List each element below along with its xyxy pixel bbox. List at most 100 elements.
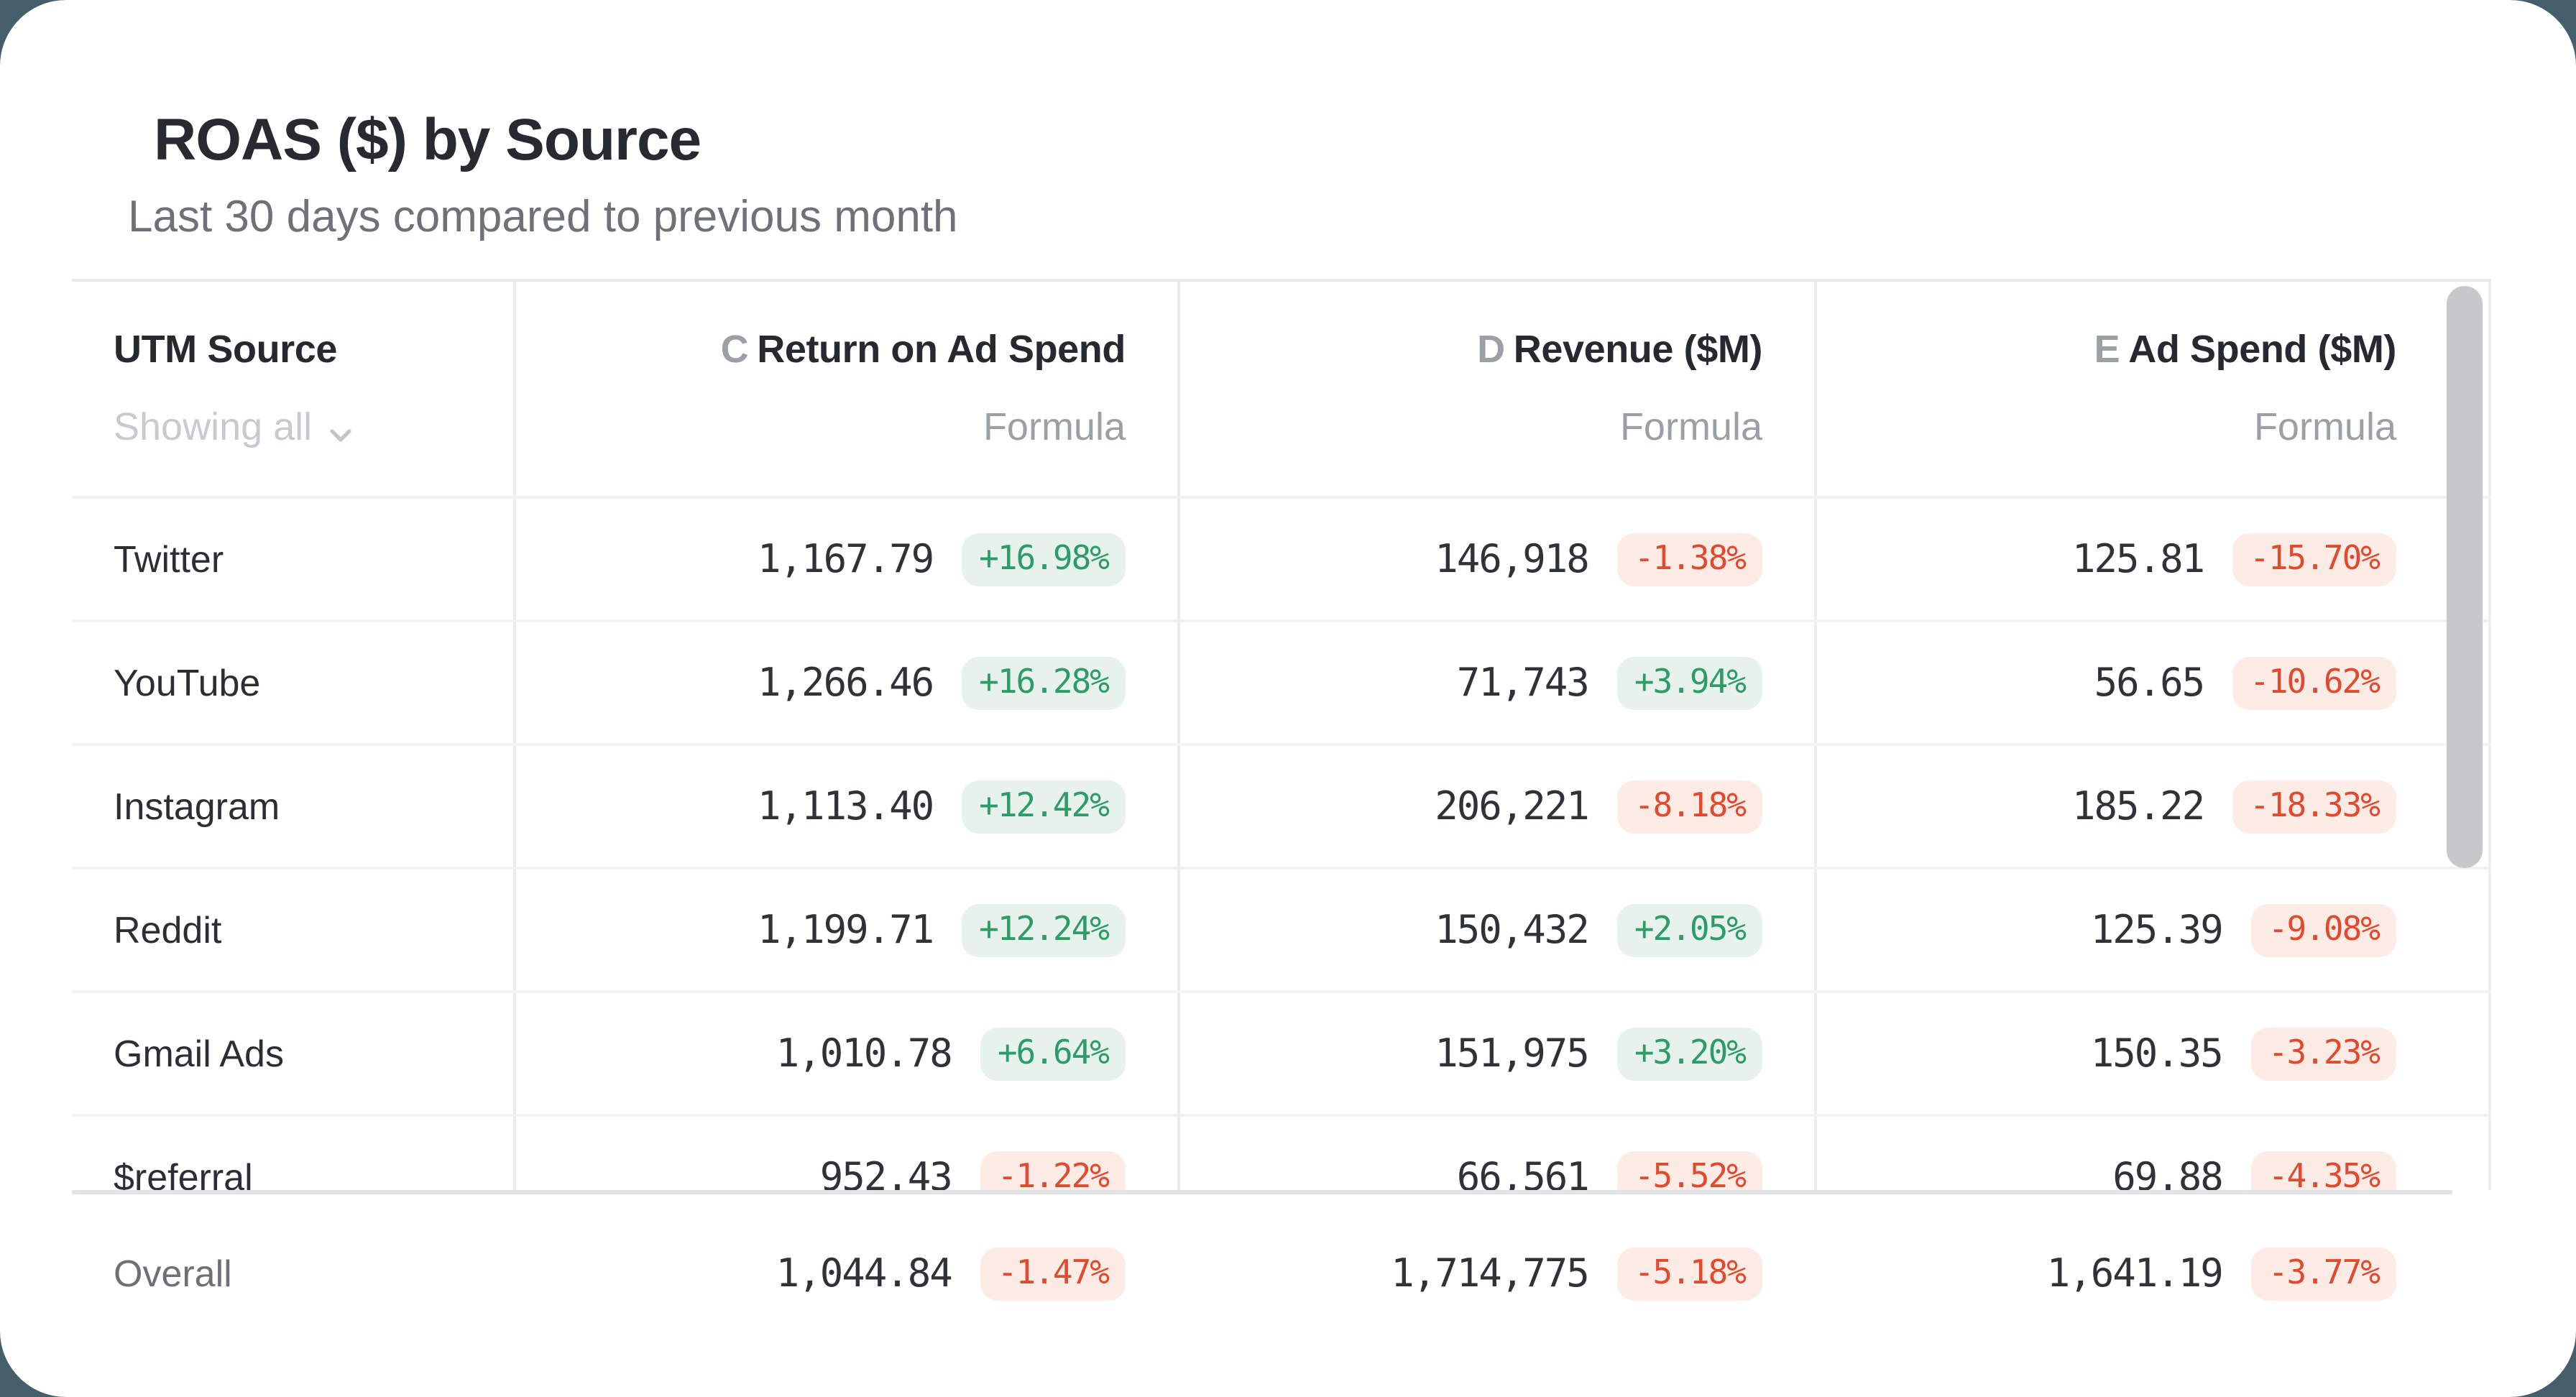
table-header-row: UTM Source Showing all C Return on Ad Spe…	[72, 282, 2491, 499]
metric-cell: 66,561 -5.52%	[1177, 1151, 1814, 1190]
delta-badge-down: -9.08%	[2250, 903, 2396, 956]
metric-column-title: E Ad Spend ($M)	[2094, 326, 2397, 374]
delta-badge-down: -10.62%	[2232, 656, 2396, 709]
metric-value: 71,743	[1456, 660, 1590, 705]
metric-value: 151,975	[1435, 1031, 1590, 1076]
column-formula-label: Formula	[2253, 405, 2396, 448]
metric-value: 1,010.78	[776, 1031, 953, 1076]
delta-badge-down: -5.52%	[1616, 1151, 1762, 1190]
footer-separator	[72, 1190, 2452, 1194]
delta-badge-up: +2.05%	[1616, 903, 1762, 956]
metric-value: 1,641.19	[2046, 1251, 2224, 1296]
delta-badge-down: -15.70%	[2232, 532, 2396, 586]
delta-badge-down: -5.18%	[1616, 1247, 1762, 1300]
column-name: Ad Spend ($M)	[2128, 328, 2396, 371]
metric-value: 69.88	[2112, 1155, 2224, 1190]
metric-value: 66,561	[1456, 1155, 1590, 1190]
header-metric-column: E Ad Spend ($M) Formula	[1814, 282, 2491, 496]
column-divider	[1177, 282, 1180, 1190]
row-source-label: Reddit	[114, 908, 222, 951]
metric-cell: 56.65 -10.62%	[1814, 656, 2491, 709]
table-row: Reddit 1,199.71 +12.24% 150,432 +2.05% 125.39…	[72, 870, 2491, 993]
metric-cell: 69.88 -4.35%	[1814, 1151, 2491, 1190]
metric-value: 1,113.40	[758, 784, 934, 829]
metric-cell: 206,221 -8.18%	[1177, 780, 1814, 833]
table-row: Twitter 1,167.79 +16.98% 146,918 -1.38% 125.8…	[72, 499, 2491, 622]
metric-cell: 1,714,775 -5.18%	[1177, 1247, 1814, 1300]
table-footer: Overall 1,044.84 -1.47% 1,714,775 -5.18% 1,64…	[72, 1190, 2491, 1397]
column-divider	[1814, 282, 1817, 1190]
metric-cell: 146,918 -1.38%	[1177, 532, 1814, 586]
vertical-scrollbar-thumb[interactable]	[2447, 286, 2483, 868]
delta-badge-up: +3.94%	[1616, 656, 1762, 709]
row-source-label: $referral	[114, 1155, 253, 1190]
header-utm-source: UTM Source Showing all	[72, 282, 513, 496]
source-filter-dropdown[interactable]: Showing all	[114, 404, 355, 451]
metric-cell: 1,010.78 +6.64%	[513, 1027, 1177, 1080]
column-letter: E	[2094, 328, 2120, 371]
metric-cell: 952.43 -1.22%	[513, 1151, 1177, 1190]
widget-title: ROAS ($) by Source	[154, 106, 702, 172]
row-source-label: Twitter	[114, 537, 224, 580]
metric-cell: 1,199.71 +12.24%	[513, 903, 1177, 956]
header-metric-column: C Return on Ad Spend Formula	[513, 282, 1177, 496]
metric-value: 185.22	[2072, 784, 2205, 829]
table-row: Instagram 1,113.40 +12.42% 206,221 -8.18% 185…	[72, 746, 2491, 870]
metric-column-title: D Revenue ($M)	[1477, 326, 1762, 374]
delta-badge-up: +12.42%	[962, 780, 1126, 833]
delta-badge-down: -8.18%	[1616, 780, 1762, 833]
metric-value: 125.81	[2072, 537, 2205, 581]
metric-cell: 1,167.79 +16.98%	[513, 532, 1177, 586]
column-divider	[513, 282, 516, 1190]
metric-value: 206,221	[1435, 784, 1590, 829]
metric-cell: 125.39 -9.08%	[1814, 903, 2491, 956]
column-letter: D	[1477, 328, 1505, 371]
delta-badge-down: -3.23%	[2250, 1027, 2396, 1080]
column-letter: C	[720, 328, 749, 371]
metric-cell: 150,432 +2.05%	[1177, 903, 1814, 956]
metric-value: 1,199.71	[758, 908, 934, 952]
overall-footer-row: Overall 1,044.84 -1.47% 1,714,775 -5.18% 1,64…	[72, 1194, 2491, 1352]
metric-cell: 1,641.19 -3.77%	[1814, 1247, 2491, 1300]
table-right-border	[2488, 282, 2491, 1314]
table-row: $referral 952.43 -1.22% 66,561 -5.52% 69.88 -4…	[72, 1117, 2491, 1190]
metric-cell: 1,266.46 +16.28%	[513, 656, 1177, 709]
metric-value: 125.39	[2090, 908, 2224, 952]
column-name: Revenue ($M)	[1513, 328, 1763, 371]
delta-badge-down: -1.47%	[980, 1247, 1126, 1300]
metric-cell: 150.35 -3.23%	[1814, 1027, 2491, 1080]
table-row: YouTube 1,266.46 +16.28% 71,743 +3.94% 56.65-…	[72, 622, 2491, 746]
metric-value: 146,918	[1435, 537, 1590, 581]
row-source-label: Gmail Ads	[114, 1031, 284, 1074]
metric-value: 1,266.46	[758, 660, 934, 705]
delta-badge-down: -1.38%	[1616, 532, 1762, 586]
roas-table: UTM Source Showing all C Return on Ad Spe…	[72, 279, 2491, 1397]
row-source-label: Instagram	[114, 784, 280, 827]
chevron-down-icon	[326, 413, 355, 442]
row-source-label: Overall	[114, 1251, 232, 1294]
metric-cell: 185.22 -18.33%	[1814, 780, 2491, 833]
metric-cell: 1,113.40 +12.42%	[513, 780, 1177, 833]
metric-value: 1,714,775	[1391, 1251, 1590, 1296]
filter-label: Showing all	[114, 405, 313, 448]
metric-cell: 1,044.84 -1.47%	[513, 1247, 1177, 1300]
table-body: Twitter 1,167.79 +16.98% 146,918 -1.38% 125.8…	[72, 499, 2491, 1190]
delta-badge-up: +16.28%	[962, 656, 1126, 709]
metric-cell: 125.81 -15.70%	[1814, 532, 2491, 586]
delta-badge-down: -4.35%	[2250, 1151, 2396, 1190]
delta-badge-up: +3.20%	[1616, 1027, 1762, 1080]
metric-value: 952.43	[819, 1155, 953, 1190]
metric-column-title: C Return on Ad Spend	[721, 326, 1126, 374]
metric-value: 1,167.79	[758, 537, 934, 581]
column-formula-label: Formula	[1619, 405, 1762, 448]
delta-badge-down: -18.33%	[2232, 780, 2396, 833]
metric-cell: 151,975 +3.20%	[1177, 1027, 1814, 1080]
widget-subtitle: Last 30 days compared to previous month	[128, 191, 958, 241]
metric-value: 56.65	[2094, 660, 2206, 705]
metric-value: 1,044.84	[776, 1251, 953, 1296]
delta-badge-up: +6.64%	[980, 1027, 1126, 1080]
utm-source-label: UTM Source	[114, 328, 338, 371]
delta-badge-up: +16.98%	[962, 532, 1126, 586]
metric-value: 150.35	[2090, 1031, 2224, 1076]
